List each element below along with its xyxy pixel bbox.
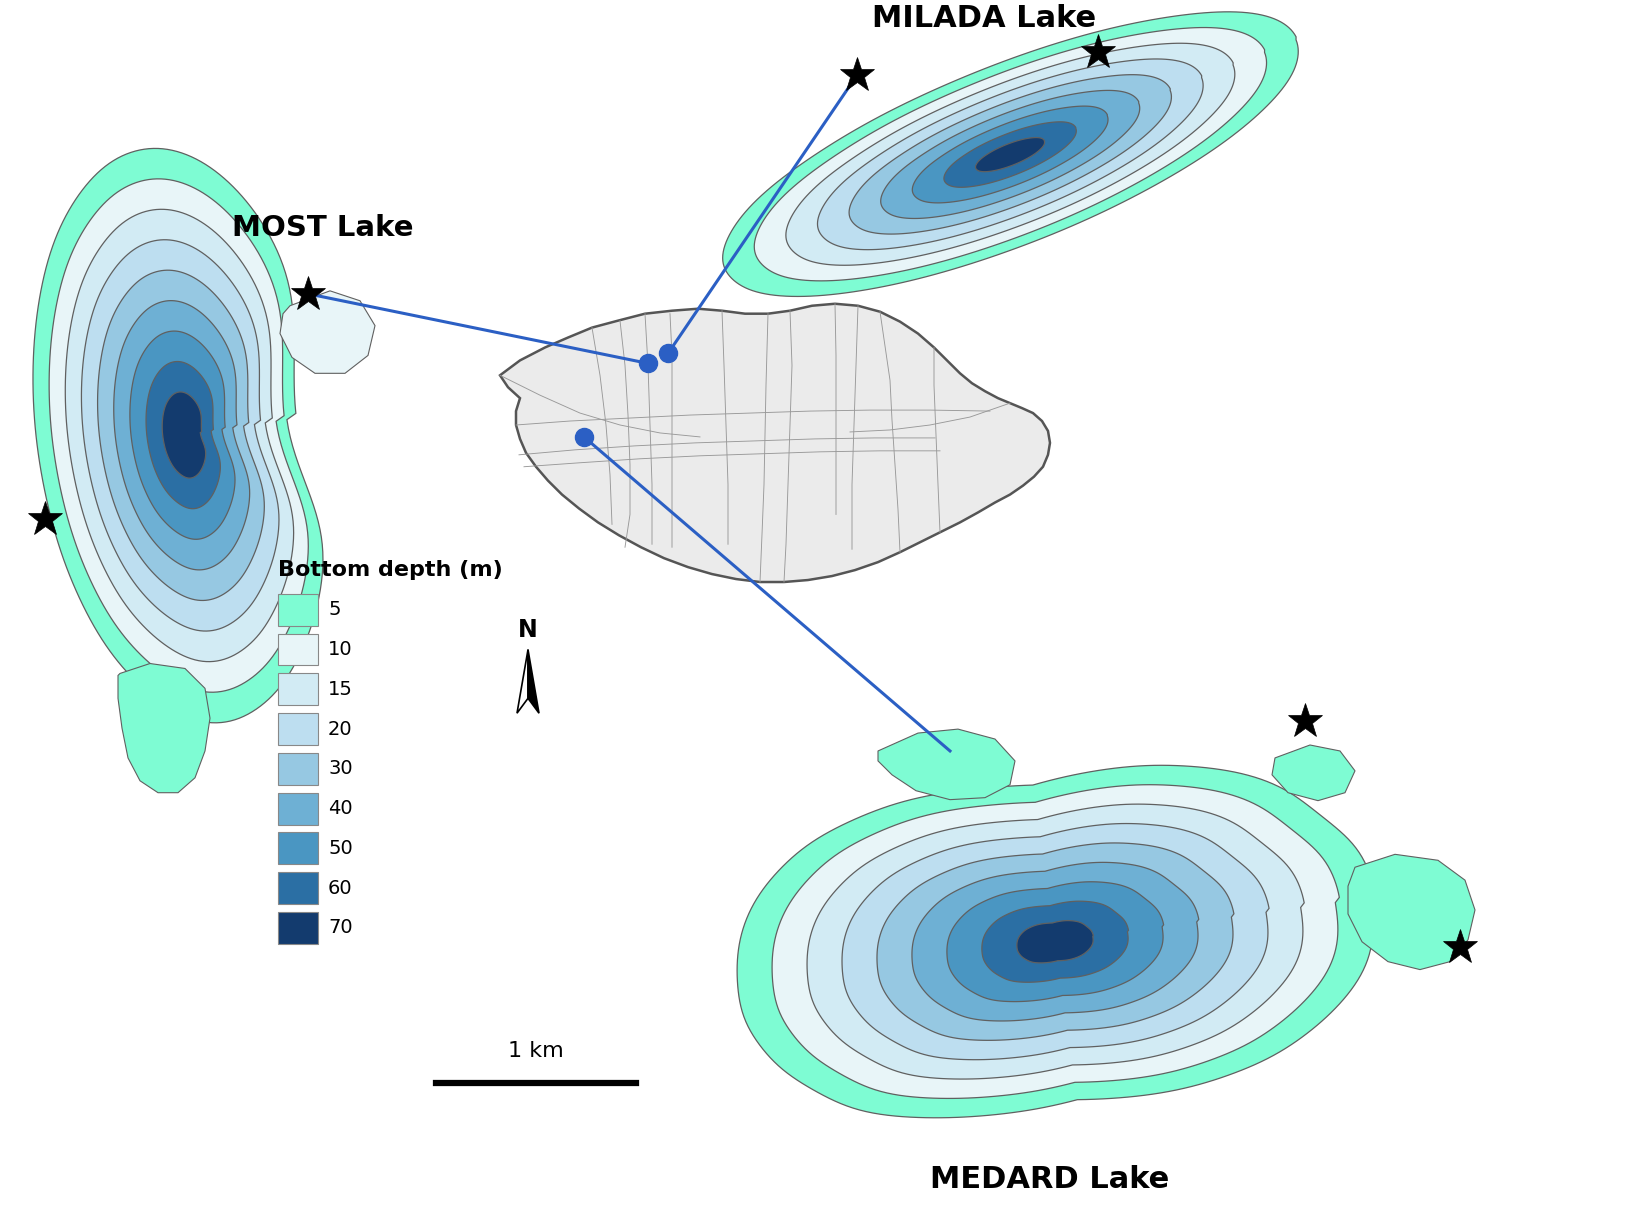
Polygon shape [114, 300, 250, 570]
Polygon shape [66, 210, 294, 662]
Text: 50: 50 [327, 839, 352, 858]
Polygon shape [722, 12, 1298, 297]
Bar [278, 872, 317, 904]
Text: 10: 10 [327, 640, 352, 660]
Text: Bottom depth (m): Bottom depth (m) [278, 560, 503, 580]
Polygon shape [944, 121, 1076, 188]
Polygon shape [500, 304, 1050, 582]
Polygon shape [911, 862, 1199, 1021]
Bar [278, 753, 317, 785]
Polygon shape [849, 75, 1171, 234]
Text: 5: 5 [327, 601, 341, 619]
Text: MILADA Lake: MILADA Lake [872, 5, 1096, 33]
Polygon shape [517, 650, 528, 714]
Polygon shape [982, 901, 1128, 982]
Polygon shape [818, 59, 1202, 250]
Polygon shape [877, 843, 1234, 1041]
Text: 60: 60 [327, 879, 352, 897]
Polygon shape [948, 881, 1163, 1002]
Polygon shape [49, 179, 308, 693]
Text: MOST Lake: MOST Lake [232, 215, 413, 243]
Polygon shape [130, 331, 235, 539]
Polygon shape [772, 785, 1339, 1098]
Polygon shape [280, 291, 375, 374]
Bar [278, 634, 317, 666]
Polygon shape [82, 240, 280, 631]
Polygon shape [913, 107, 1109, 202]
Polygon shape [33, 148, 322, 723]
Text: 30: 30 [327, 759, 352, 779]
Bar [278, 912, 317, 944]
Polygon shape [975, 137, 1045, 172]
Text: 1 km: 1 km [508, 1041, 564, 1060]
Polygon shape [842, 824, 1268, 1059]
Polygon shape [146, 362, 220, 509]
Bar [278, 673, 317, 705]
Bar [278, 793, 317, 825]
Text: 20: 20 [327, 720, 352, 738]
Polygon shape [1272, 745, 1355, 801]
Polygon shape [528, 650, 540, 714]
Text: 40: 40 [327, 799, 352, 818]
Polygon shape [878, 729, 1015, 799]
Bar [278, 832, 317, 864]
Polygon shape [786, 43, 1235, 265]
Polygon shape [1017, 921, 1094, 962]
Polygon shape [737, 765, 1375, 1118]
Polygon shape [118, 663, 211, 793]
Bar [278, 593, 317, 625]
Polygon shape [808, 804, 1304, 1079]
Polygon shape [880, 91, 1140, 218]
Text: 15: 15 [327, 680, 354, 699]
Bar [278, 714, 317, 745]
Text: 70: 70 [327, 918, 352, 938]
Text: MEDARD Lake: MEDARD Lake [929, 1165, 1170, 1194]
Polygon shape [755, 27, 1267, 281]
Polygon shape [97, 270, 265, 601]
Polygon shape [1347, 855, 1476, 970]
Polygon shape [163, 392, 206, 478]
Text: N: N [518, 618, 538, 641]
